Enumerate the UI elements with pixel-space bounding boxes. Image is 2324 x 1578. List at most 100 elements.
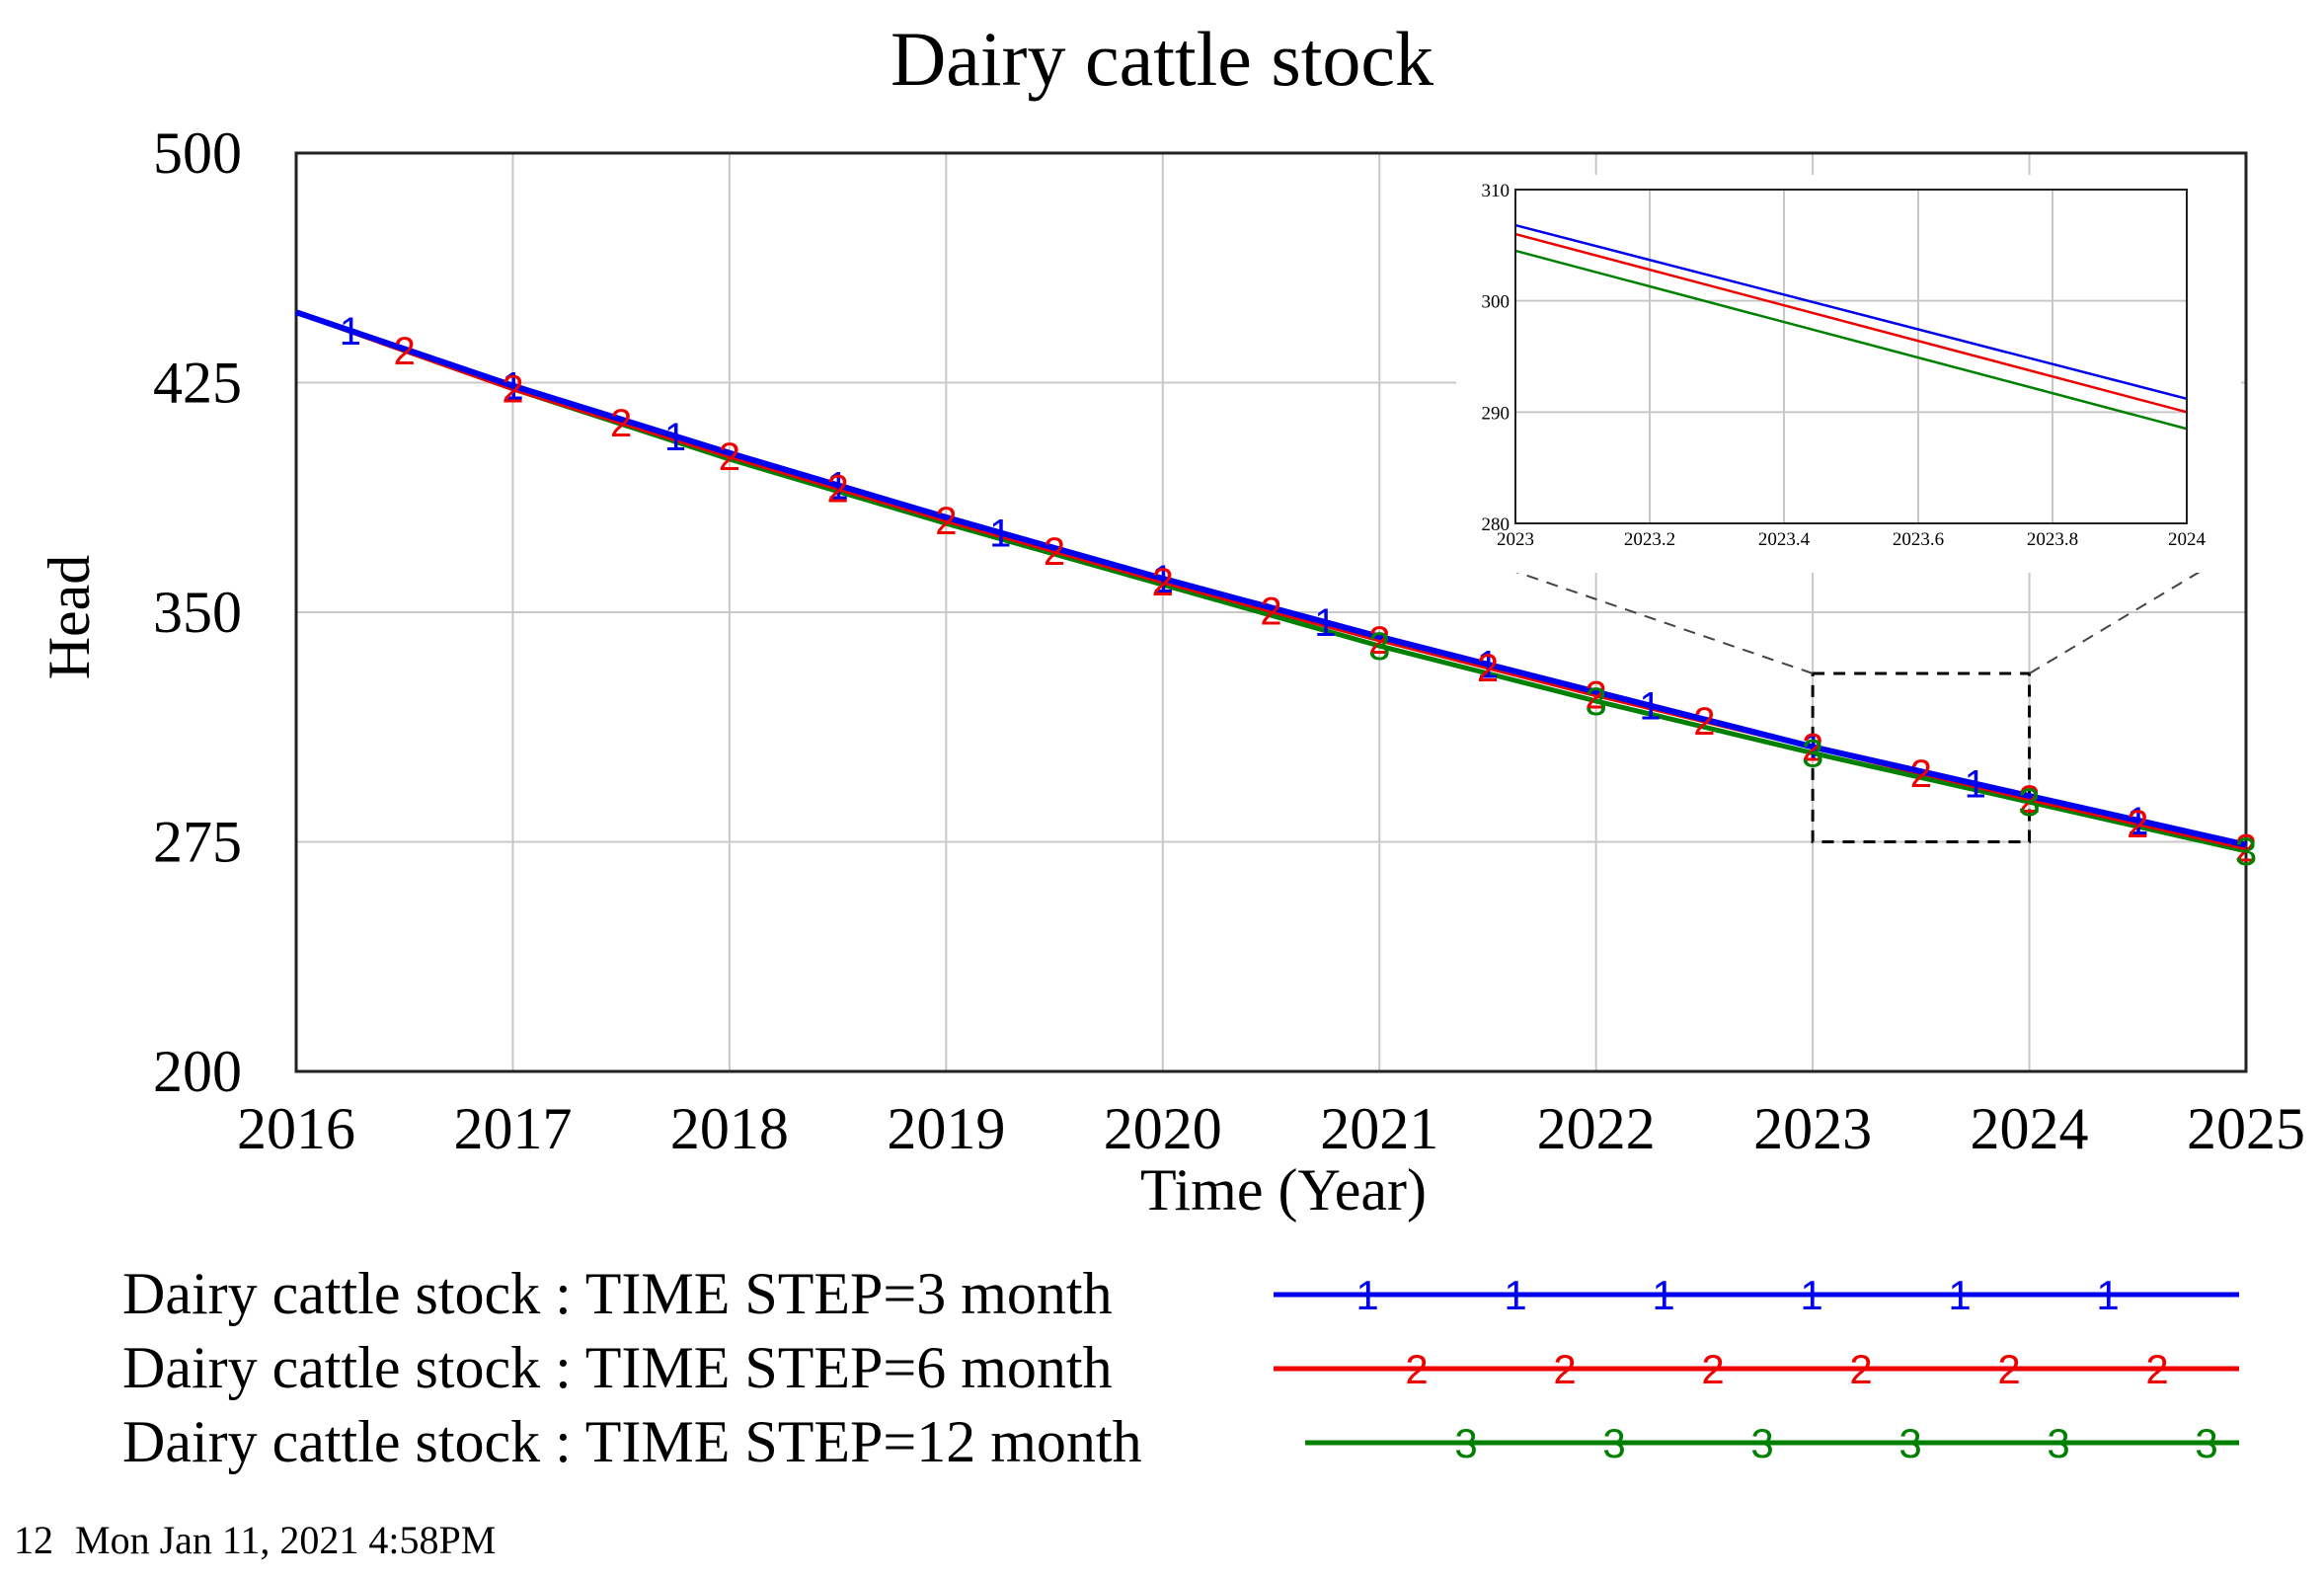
legend-marker-1: 1	[1652, 1272, 1674, 1318]
series-marker-2: 2	[1260, 590, 1281, 633]
x-tick-labels: 2016 2017 2018 2019 2020 2021 2022 2023 2024 2025	[237, 1096, 2305, 1161]
zoom-box	[1811, 671, 2032, 843]
series-marker-3: 3	[1368, 625, 1390, 669]
legend-lines: 1 1 1 1 1 12 2 2 2 2 23 3 3 3 3 3	[1274, 1272, 2239, 1466]
series-marker-1: 1	[1639, 685, 1661, 729]
chart-title: Dairy cattle stock	[890, 16, 1434, 102]
legend-marker-1: 1	[2096, 1272, 2119, 1318]
zoom-connector-right	[2029, 552, 2232, 674]
series-marker-2: 2	[1368, 619, 1390, 663]
y-tick-label: 275	[153, 810, 242, 875]
inset-x-tick-label: 2023.2	[1624, 529, 1675, 550]
inset-x-tick-label: 2023	[1497, 529, 1534, 550]
inset-x-tick-label: 2023.6	[1893, 529, 1944, 550]
series-marker-2: 2	[1693, 700, 1715, 744]
legend-marker-2: 2	[1849, 1346, 1872, 1392]
footer-timestamp: Mon Jan 11, 2021 4:58PM	[75, 1518, 497, 1562]
legend-marker-3: 3	[2047, 1420, 2069, 1466]
x-tick-label: 2019	[887, 1096, 1005, 1161]
series-marker-1: 1	[1965, 763, 1986, 807]
x-tick-label: 2017	[453, 1096, 572, 1161]
inset-y-tick-label: 290	[1482, 403, 1511, 424]
series-marker-2: 2	[1802, 726, 1823, 769]
legend-marker-1: 1	[1800, 1272, 1822, 1318]
series-marker-1: 1	[1477, 644, 1499, 687]
legend-marker-3: 3	[1898, 1420, 1921, 1466]
series-marker-2: 2	[935, 500, 957, 543]
inset-series-line-3	[1514, 249, 2188, 431]
inset-y-tick-label: 300	[1482, 292, 1511, 313]
series-marker-1: 1	[2127, 800, 2148, 843]
x-tick-label: 2025	[2187, 1096, 2305, 1161]
series-marker-2: 2	[719, 435, 740, 479]
series-marker-1: 1	[502, 365, 523, 409]
legend-marker-3: 3	[1750, 1420, 1773, 1466]
series-marker-2: 2	[1910, 752, 1932, 796]
series-marker-2: 2	[1586, 674, 1607, 718]
inset-background	[1456, 175, 2241, 573]
x-tick-label: 2020	[1104, 1096, 1222, 1161]
series-marker-2: 2	[394, 330, 416, 373]
series-marker-3: 3	[2235, 830, 2257, 874]
footer-page-number: 12	[14, 1518, 53, 1562]
legend-marker-3: 3	[2195, 1420, 2217, 1466]
legend-marker-2: 2	[1405, 1346, 1428, 1392]
legend-entry-series-1: Dairy cattle stock : TIME STEP=3 month	[122, 1261, 1113, 1326]
inset-series-line-2	[1514, 232, 2188, 414]
y-tick-label: 200	[153, 1039, 242, 1104]
y-tick-label: 425	[153, 351, 242, 416]
series-marker-2: 2	[1152, 561, 1174, 604]
legend-marker-2: 2	[1701, 1346, 1724, 1392]
series-marker-1: 1	[664, 416, 686, 459]
legend-marker-1: 1	[1504, 1272, 1526, 1318]
inset-x-tick-label: 2023.8	[2027, 529, 2078, 550]
plot-frame	[294, 151, 2248, 1073]
inset-x-tick-label: 2023.4	[1758, 529, 1811, 550]
series-marker-1: 1	[989, 512, 1011, 555]
y-axis-label: Head	[37, 554, 102, 680]
series-marker-2: 2	[826, 467, 848, 511]
footer: 12 Mon Jan 11, 2021 4:58PM	[14, 1516, 517, 1565]
x-tick-label: 2023	[1753, 1096, 1872, 1161]
series-line-1	[295, 309, 2247, 848]
x-tick-label: 2021	[1320, 1096, 1438, 1161]
series-marker-3: 3	[1586, 680, 1607, 724]
series-marker-2: 2	[1477, 647, 1499, 690]
inset-y-tick-label: 310	[1482, 181, 1511, 201]
legend-marker-3: 3	[1454, 1420, 1477, 1466]
series-marker-3: 3	[1802, 733, 1823, 776]
series-marker-1: 1	[1314, 601, 1336, 645]
x-tick-label: 2016	[237, 1096, 355, 1161]
y-tick-label: 350	[153, 580, 242, 645]
series-marker-2: 2	[1044, 530, 1065, 574]
x-tick-label: 2018	[670, 1096, 789, 1161]
series-marker-1: 1	[1152, 558, 1174, 601]
inset-y-tick-label: 280	[1482, 514, 1511, 535]
inset-series-line-1	[1514, 223, 2188, 401]
series-marker-2: 2	[2018, 778, 2040, 822]
inset-chart: 2023 2023.2 2023.4 2023.6 2023.8 2024 310 300 29…	[1456, 175, 2241, 573]
y-tick-labels: 500 425 350 275 200	[153, 120, 242, 1104]
legend-marker-2: 2	[1553, 1346, 1576, 1392]
zoom-region	[1460, 552, 2232, 843]
legend-marker-2: 2	[2145, 1346, 2168, 1392]
x-tick-label: 2022	[1537, 1096, 1656, 1161]
y-tick-label: 500	[153, 120, 242, 186]
series-marker-2: 2	[610, 402, 632, 445]
legend-marker-1: 1	[1356, 1272, 1378, 1318]
inset-frame	[1514, 189, 2188, 524]
legend-marker-2: 2	[1997, 1346, 2020, 1392]
x-axis-label: Time (Year)	[1139, 1157, 1428, 1223]
series-marker-1: 1	[1802, 726, 1823, 769]
inset-x-tick-label: 2024	[2168, 529, 2207, 550]
series-marker-2: 2	[502, 368, 523, 412]
legend-marker-3: 3	[1602, 1420, 1625, 1466]
legend-marker-1: 1	[1948, 1272, 1971, 1318]
series-marker-3: 3	[2018, 781, 2040, 825]
series-marker-2: 2	[2127, 803, 2148, 846]
legend-entry-series-2: Dairy cattle stock : TIME STEP=6 month	[122, 1335, 1113, 1400]
series-marker-1: 1	[340, 310, 361, 354]
series-marker-2: 2	[2235, 828, 2257, 871]
